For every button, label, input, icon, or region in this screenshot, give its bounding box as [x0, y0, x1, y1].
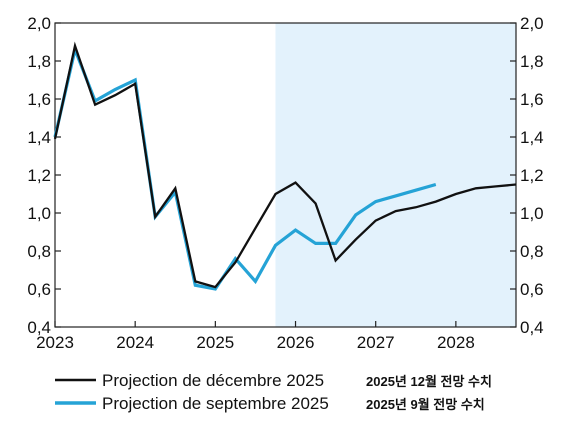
- y-tick-label-right: 1,0: [520, 204, 544, 223]
- x-tick-label: 2027: [357, 333, 395, 352]
- x-tick-label: 2024: [116, 333, 154, 352]
- y-tick-label-right: 2,0: [520, 14, 544, 33]
- y-tick-label-left: 0,4: [27, 318, 51, 337]
- y-tick-label-right: 1,4: [520, 128, 544, 147]
- y-tick-label-right: 1,6: [520, 90, 544, 109]
- y-tick-label-right: 1,2: [520, 166, 544, 185]
- y-tick-label-left: 1,2: [27, 166, 51, 185]
- y-tick-label-right: 1,8: [520, 52, 544, 71]
- y-tick-label-left: 1,8: [27, 52, 51, 71]
- y-tick-label-right: 0,4: [520, 318, 544, 337]
- y-tick-label-left: 0,8: [27, 242, 51, 261]
- legend-label: Projection de septembre 2025: [102, 394, 329, 413]
- y-tick-label-left: 2,0: [27, 14, 51, 33]
- legend-note: 2025년 9월 전망 수치: [366, 397, 485, 412]
- y-tick-label-right: 0,6: [520, 280, 544, 299]
- x-tick-label: 2028: [437, 333, 475, 352]
- y-tick-label-right: 0,8: [520, 242, 544, 261]
- x-tick-label: 2025: [196, 333, 234, 352]
- y-tick-label-left: 0,6: [27, 280, 51, 299]
- y-tick-label-left: 1,6: [27, 90, 51, 109]
- y-tick-label-left: 1,4: [27, 128, 51, 147]
- legend-label: Projection de décembre 2025: [102, 371, 324, 390]
- y-tick-label-left: 1,0: [27, 204, 51, 223]
- x-tick-label: 2023: [36, 333, 74, 352]
- series-line-september: [53, 44, 437, 291]
- x-tick-label: 2026: [277, 333, 315, 352]
- series-line-december: [53, 41, 517, 289]
- projection-shade: [275, 23, 516, 327]
- legend-note: 2025년 12월 전망 수치: [366, 374, 492, 389]
